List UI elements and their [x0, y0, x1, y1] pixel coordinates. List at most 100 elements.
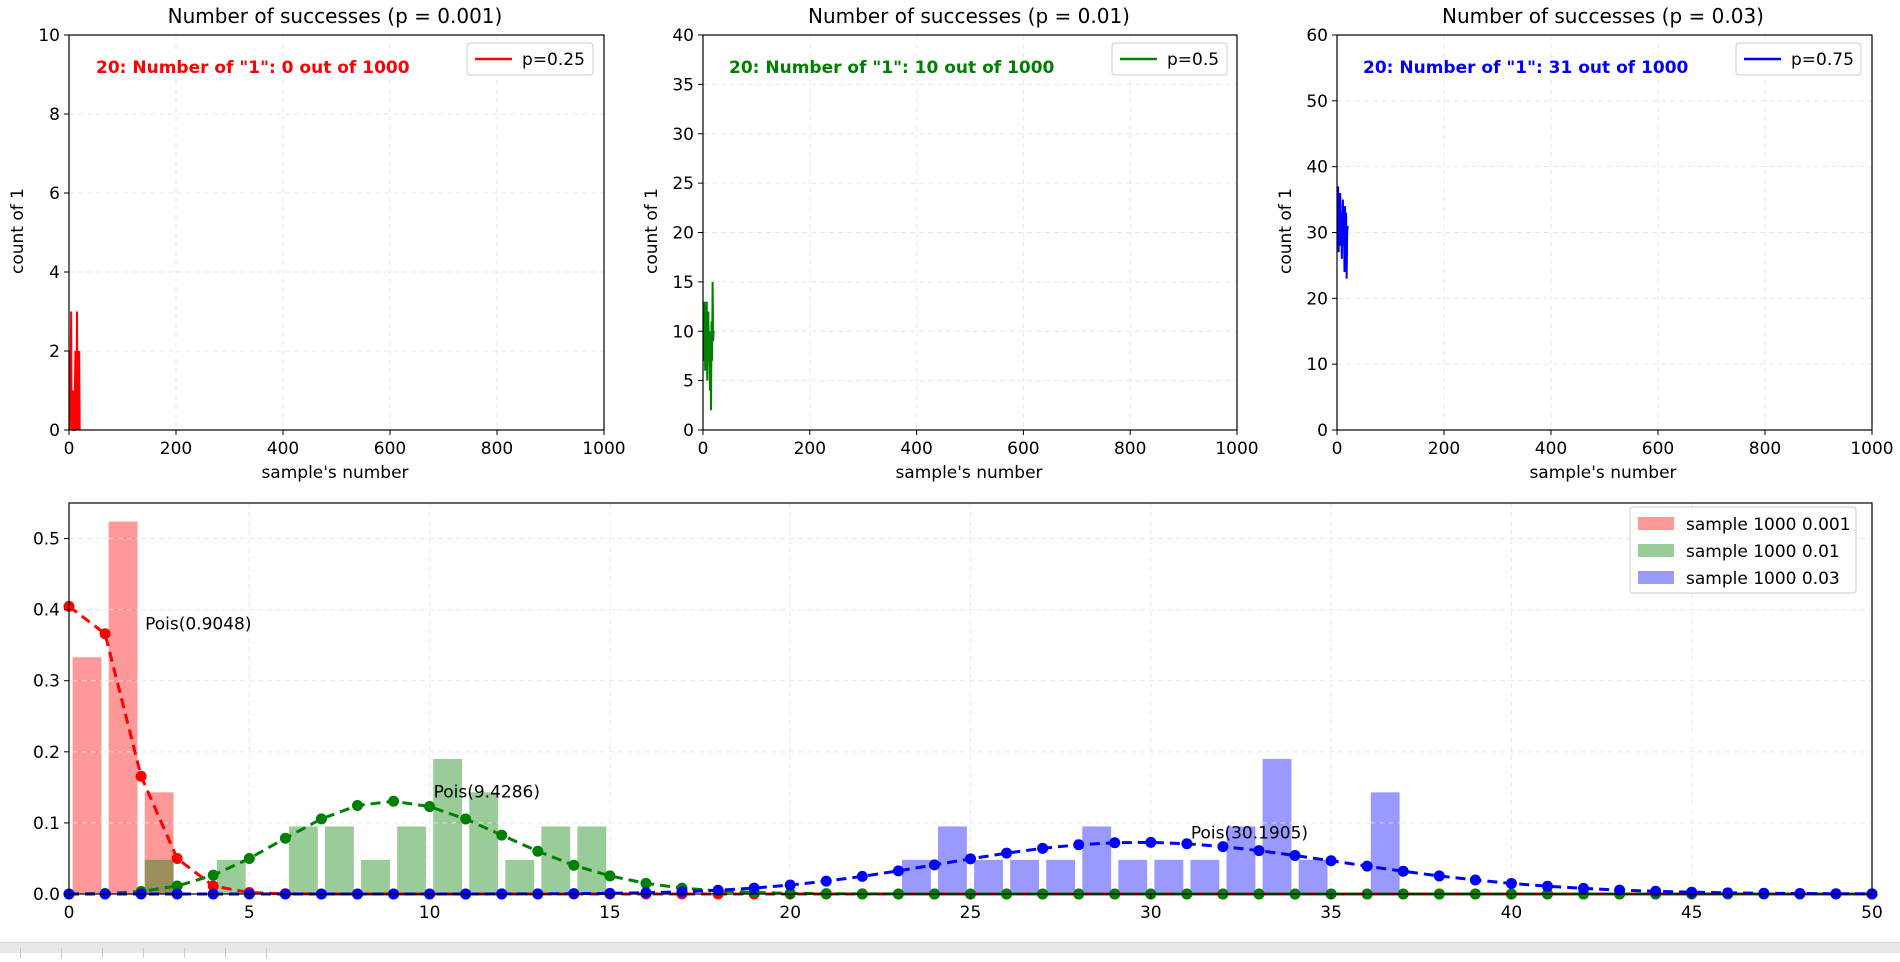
poisson-point — [784, 879, 796, 891]
poisson-point — [1289, 849, 1301, 861]
x-tick-label: 1000 — [1215, 439, 1258, 459]
legend: p=0.75 — [1735, 42, 1862, 76]
poisson-label: Pois(0.9048) — [145, 615, 251, 635]
x-tick-label: 200 — [1428, 439, 1460, 459]
y-tick-label: 8 — [49, 105, 60, 125]
legend-label: p=0.75 — [1791, 50, 1854, 70]
legend-swatch-green — [1638, 544, 1674, 557]
poisson-point — [532, 845, 544, 857]
series-line — [68, 311, 81, 431]
poisson-point — [1686, 886, 1698, 898]
poisson-point — [135, 770, 147, 782]
histogram-bar — [1154, 859, 1184, 894]
poisson-point — [1181, 838, 1193, 850]
y-tick-label: 0.3 — [33, 672, 60, 692]
legend-box — [466, 42, 594, 76]
x-tick-label: 40 — [1501, 903, 1523, 923]
x-tick-label: 200 — [160, 439, 192, 459]
poisson-point — [640, 887, 652, 899]
poisson-point — [279, 832, 291, 844]
poisson-point — [207, 880, 219, 892]
poisson-label: Pois(30.1905) — [1191, 823, 1308, 843]
poisson-point — [1397, 865, 1409, 877]
y-axis-label: count of 1 — [8, 188, 28, 274]
poisson-point — [243, 853, 255, 865]
y-axis-label: count of 1 — [1276, 188, 1296, 274]
status-segment — [226, 948, 267, 958]
y-tick-label: 0.1 — [33, 814, 60, 834]
bar-series-2 — [901, 758, 1400, 894]
bar-series-1 — [144, 758, 607, 894]
poisson-point — [712, 884, 724, 896]
y-tick-label: 0 — [683, 421, 694, 441]
poisson-point — [1541, 880, 1553, 892]
y-tick-label: 5 — [683, 372, 694, 392]
histogram-bar — [1298, 859, 1328, 894]
x-tick-label: 0 — [64, 439, 75, 459]
poisson-point — [1505, 877, 1517, 889]
status-segment — [21, 948, 62, 958]
top-plot-p0001: 0 200 400 600 800 1000 0 2 4 6 8 10 Number of succe… — [8, 4, 626, 483]
status-segment — [62, 948, 103, 958]
panel-annotation: 20: Number of "1": 31 out of 1000 — [1363, 58, 1689, 78]
histogram-bar — [938, 826, 967, 894]
x-tick-label: 600 — [1007, 439, 1039, 459]
plot-frame — [68, 34, 605, 431]
poisson-point — [1433, 870, 1445, 882]
histogram-bar — [433, 758, 463, 894]
legend-label-red: sample 1000 0.001 — [1686, 515, 1851, 535]
x-tick-label: 35 — [1320, 903, 1342, 923]
poisson-point — [1001, 847, 1013, 859]
grid — [68, 34, 605, 431]
histogram-bar — [1082, 826, 1112, 894]
x-axis-label: sample's number — [261, 463, 408, 483]
x-tick-label: 800 — [1114, 439, 1146, 459]
y-tick-label: 2 — [49, 342, 60, 362]
histogram-bar — [288, 826, 318, 894]
poisson-point — [99, 628, 111, 640]
poisson-curve-2 — [63, 836, 1878, 900]
top-plot-p001: 0 200 400 600 800 1000 0 5 10 15 20 25 30 35 40 Number… — [642, 4, 1259, 483]
poisson-point — [784, 887, 796, 899]
poisson-point — [424, 801, 436, 813]
y-tick-label: 30 — [672, 125, 694, 145]
poisson-point — [604, 887, 616, 899]
poisson-point — [1361, 860, 1373, 872]
histogram-bar — [325, 826, 354, 894]
x-axis-label: sample's number — [1529, 463, 1676, 483]
x-tick-label: 5 — [244, 903, 255, 923]
poisson-point — [351, 799, 363, 811]
grid — [702, 34, 1238, 431]
poisson-point — [1217, 841, 1229, 853]
status-segment — [103, 948, 144, 958]
y-tick-label: 0.4 — [33, 601, 60, 621]
poisson-point — [315, 813, 327, 825]
y-tick-label: 30 — [1306, 224, 1328, 244]
x-tick-label: 20 — [779, 903, 801, 923]
histogram-bar — [397, 826, 426, 894]
x-tick-label: 1000 — [1850, 439, 1893, 459]
legend-swatch-red — [1638, 517, 1674, 530]
poisson-point — [676, 886, 688, 898]
legend-box — [1629, 506, 1857, 594]
panel-title: Number of successes (p = 0.01) — [808, 4, 1130, 28]
histogram-bar — [505, 859, 535, 894]
y-tick-label: 20 — [1306, 289, 1328, 309]
y-tick-label: 0 — [1317, 421, 1328, 441]
bar-grid-overlay — [72, 538, 1400, 824]
y-tick-label: 10 — [672, 322, 694, 342]
y-tick-label: 40 — [672, 26, 694, 46]
status-bar — [0, 942, 1900, 958]
legend-label: p=0.5 — [1167, 50, 1219, 70]
x-tick-label: 400 — [900, 439, 932, 459]
poisson-point — [1253, 845, 1265, 857]
poisson-point — [460, 813, 472, 825]
y-tick-label: 0 — [49, 421, 60, 441]
poisson-point — [171, 852, 183, 864]
panel-annotation: 20: Number of "1": 0 out of 1000 — [96, 58, 410, 78]
histogram-bar — [577, 826, 607, 894]
poisson-point — [748, 882, 760, 894]
y-tick-label: 35 — [672, 75, 694, 95]
poisson-point — [1614, 884, 1626, 896]
x-tick-label: 0 — [698, 439, 709, 459]
